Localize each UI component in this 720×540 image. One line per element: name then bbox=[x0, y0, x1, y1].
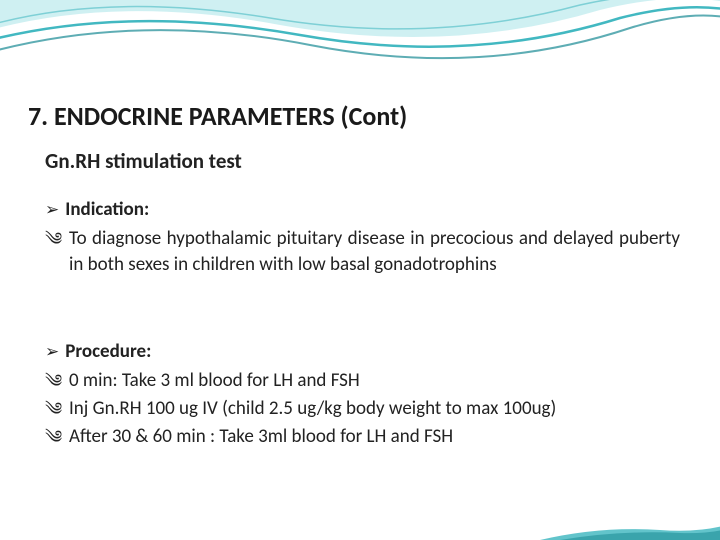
curly-bullet-icon: ༄ bbox=[45, 396, 65, 422]
section-heading: Procedure: bbox=[65, 340, 151, 364]
section-heading: Indication: bbox=[65, 198, 149, 222]
footer-wave-decoration bbox=[0, 520, 720, 540]
arrow-bullet-icon: ➢ bbox=[45, 198, 59, 222]
section-indication: ➢ Indication: ༄ To diagnose hypothalamic… bbox=[45, 198, 680, 280]
heading-row: ➢ Indication: bbox=[45, 198, 680, 222]
body-row: ༄ Inj Gn.RH 100 ug IV (child 2.5 ug/kg b… bbox=[45, 396, 680, 422]
slide-title: 7. ENDOCRINE PARAMETERS (Cont) bbox=[28, 100, 407, 132]
body-row: ༄ 0 min: Take 3 ml blood for LH and FSH bbox=[45, 368, 680, 394]
body-row: ༄ To diagnose hypothalamic pituitary dis… bbox=[45, 226, 680, 278]
body-text: After 30 & 60 min : Take 3ml blood for L… bbox=[69, 424, 453, 450]
section-procedure: ➢ Procedure: ༄ 0 min: Take 3 ml blood fo… bbox=[45, 340, 680, 452]
body-text: Inj Gn.RH 100 ug IV (child 2.5 ug/kg bod… bbox=[69, 396, 556, 422]
heading-row: ➢ Procedure: bbox=[45, 340, 680, 364]
body-row: ༄ After 30 & 60 min : Take 3ml blood for… bbox=[45, 424, 680, 450]
header-wave-decoration bbox=[0, 0, 720, 110]
wave-svg bbox=[0, 0, 720, 110]
slide-subtitle: Gn.RH stimulation test bbox=[45, 148, 242, 174]
curly-bullet-icon: ༄ bbox=[45, 226, 65, 252]
arrow-bullet-icon: ➢ bbox=[45, 340, 59, 364]
footer-svg bbox=[0, 520, 720, 540]
curly-bullet-icon: ༄ bbox=[45, 424, 65, 450]
body-text: To diagnose hypothalamic pituitary disea… bbox=[69, 226, 680, 278]
curly-bullet-icon: ༄ bbox=[45, 368, 65, 394]
body-text: 0 min: Take 3 ml blood for LH and FSH bbox=[69, 368, 360, 394]
